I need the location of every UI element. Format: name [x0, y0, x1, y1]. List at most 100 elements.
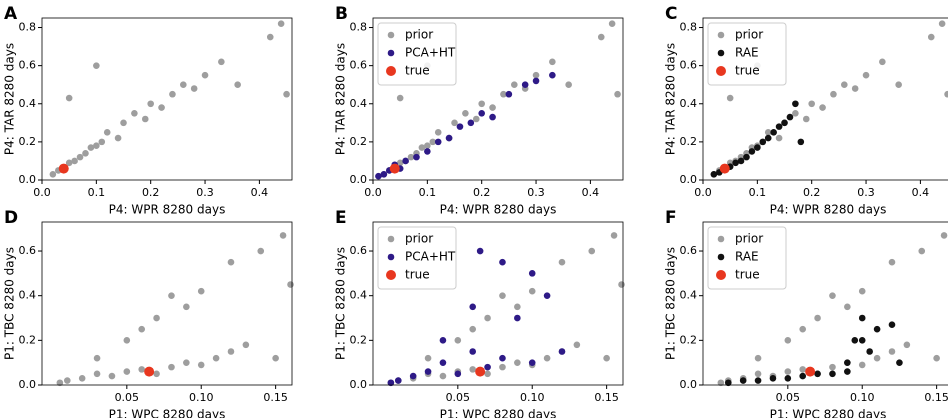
point: [528, 359, 536, 366]
point: [434, 138, 442, 146]
point: [565, 81, 572, 89]
point: [528, 270, 536, 277]
point: [58, 163, 69, 174]
point: [153, 314, 160, 322]
x-tick-label: 0.1: [88, 186, 106, 199]
point: [389, 163, 400, 174]
point: [781, 119, 788, 127]
point: [784, 375, 792, 382]
point: [394, 377, 402, 384]
point: [396, 159, 404, 167]
panel-label: D: [4, 208, 18, 228]
legend-label: RAE: [735, 46, 759, 60]
legend-box: [707, 226, 787, 290]
y-tick-label: 0.6: [350, 59, 368, 72]
x-axis-label: P1: WPC 8280 days: [770, 408, 887, 418]
point: [93, 354, 101, 362]
point: [197, 361, 205, 369]
point: [710, 170, 718, 178]
point: [424, 354, 432, 362]
point: [879, 58, 886, 66]
point: [418, 144, 426, 151]
point: [499, 354, 506, 362]
point: [918, 247, 926, 255]
point: [169, 90, 176, 98]
x-tick-label: 0.10: [850, 391, 875, 404]
point: [558, 348, 566, 355]
point: [528, 287, 536, 295]
y-tick-label: 0.2: [350, 333, 368, 346]
point: [439, 359, 447, 366]
x-tick-label: 0.10: [189, 391, 214, 404]
point: [76, 153, 84, 161]
point: [830, 90, 837, 98]
point: [424, 148, 431, 155]
y-tick-label: 0.6: [19, 244, 37, 257]
point: [775, 123, 783, 130]
point: [489, 104, 496, 111]
point: [940, 232, 948, 239]
point: [511, 81, 518, 89]
point: [903, 341, 911, 349]
point: [726, 94, 734, 102]
point: [543, 292, 551, 299]
point: [227, 348, 235, 355]
legend-label: true: [735, 64, 760, 78]
point: [514, 314, 521, 322]
x-tick-label: 0.3: [857, 186, 875, 199]
point: [123, 368, 131, 375]
point: [573, 341, 581, 349]
point: [549, 71, 556, 79]
point: [784, 368, 792, 375]
y-axis-label: P1: TBC 8280 days: [334, 247, 348, 360]
x-tick-label: 0.4: [582, 186, 600, 199]
y-tick-label: 0.2: [680, 333, 698, 346]
point: [851, 337, 859, 344]
x-axis-label: P4: WPR 8280 days: [770, 203, 887, 217]
x-tick-label: 0.4: [912, 186, 930, 199]
point: [402, 157, 409, 165]
point: [478, 109, 485, 117]
point: [407, 153, 415, 161]
point: [799, 325, 807, 333]
y-axis-label: P1: TBC 8280 days: [664, 247, 678, 360]
point: [180, 81, 187, 89]
legend-swatch: [387, 49, 395, 57]
point: [484, 363, 491, 371]
point: [805, 366, 816, 377]
point: [896, 359, 903, 366]
point: [153, 370, 160, 378]
panel-label: F: [665, 208, 677, 228]
point: [505, 90, 513, 98]
point: [93, 62, 100, 69]
point: [499, 292, 506, 299]
point: [484, 370, 491, 378]
legend-label: true: [405, 64, 430, 78]
point: [743, 153, 750, 161]
legend-swatch: [716, 66, 726, 76]
point: [521, 81, 529, 89]
y-tick-label: 0.6: [350, 244, 368, 257]
point: [814, 370, 821, 378]
point: [858, 337, 866, 344]
x-tick-label: 0.15: [263, 391, 288, 404]
legend-swatch: [717, 253, 725, 261]
panel-label: A: [4, 4, 18, 24]
point: [190, 85, 198, 92]
point: [475, 366, 486, 377]
legend-label: prior: [735, 232, 763, 246]
point: [754, 370, 762, 378]
point: [218, 58, 225, 66]
legend-swatch: [386, 270, 396, 280]
point: [478, 100, 485, 108]
point: [424, 368, 432, 375]
point: [476, 247, 484, 255]
point: [614, 90, 621, 98]
point: [429, 138, 437, 146]
axes-frame: [702, 221, 948, 386]
point: [469, 325, 477, 333]
y-axis-label: P4: TAR 8280 days: [664, 43, 678, 155]
legend-label: prior: [405, 232, 433, 246]
point: [944, 90, 948, 98]
point: [114, 134, 122, 142]
